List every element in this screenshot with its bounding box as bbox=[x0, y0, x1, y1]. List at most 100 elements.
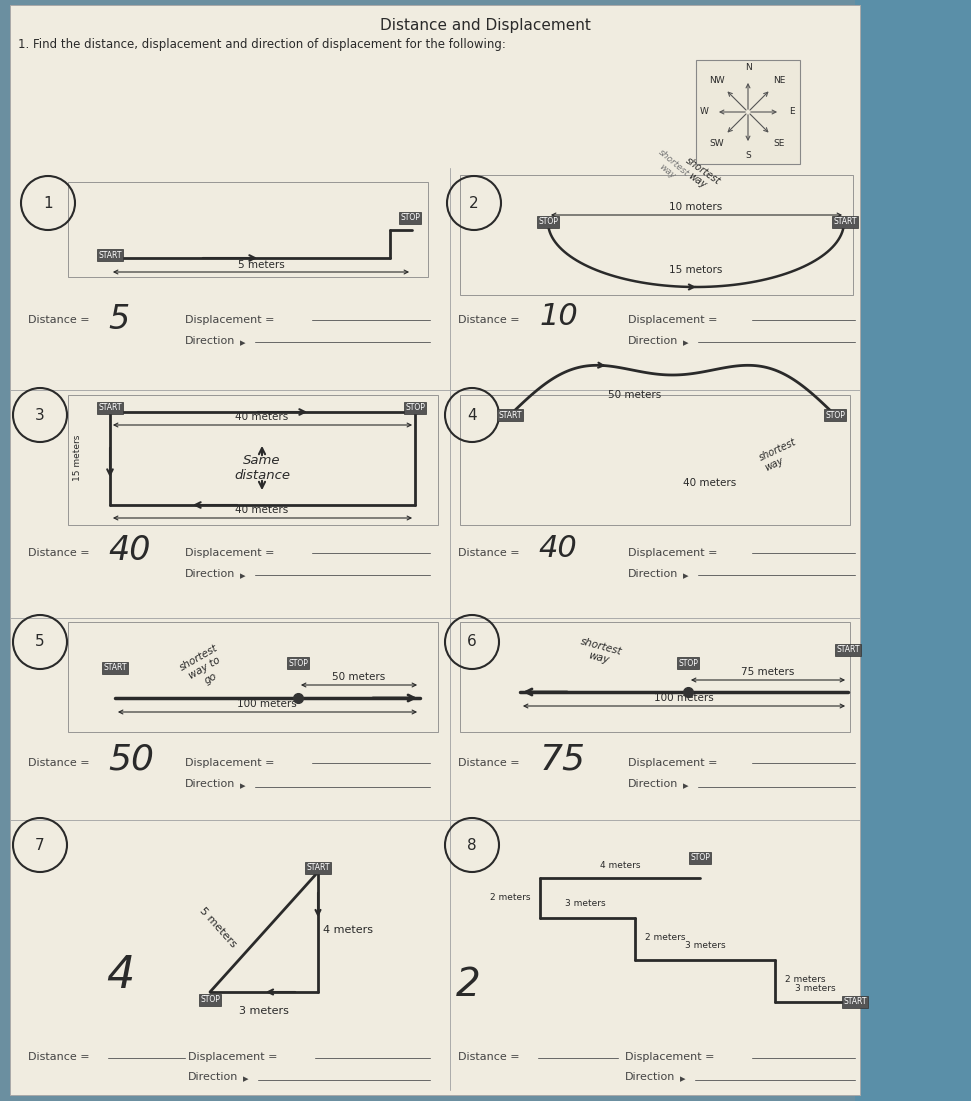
Text: Displacement =: Displacement = bbox=[628, 548, 718, 558]
Text: SE: SE bbox=[774, 139, 785, 148]
Text: Distance and Displacement: Distance and Displacement bbox=[380, 18, 590, 33]
Text: NE: NE bbox=[773, 76, 786, 86]
Text: 75: 75 bbox=[540, 742, 586, 776]
Text: Displacement =: Displacement = bbox=[185, 315, 275, 325]
Text: 3 meters: 3 meters bbox=[565, 900, 605, 908]
Text: shortest
way: shortest way bbox=[678, 155, 722, 196]
Text: Direction: Direction bbox=[628, 780, 679, 789]
Text: 4: 4 bbox=[106, 953, 134, 996]
Text: 50 meters: 50 meters bbox=[332, 672, 385, 682]
Text: 1: 1 bbox=[43, 196, 52, 210]
Text: 3: 3 bbox=[35, 407, 45, 423]
Text: Direction: Direction bbox=[185, 336, 235, 346]
Text: shortest
way: shortest way bbox=[577, 636, 623, 668]
Text: Displacement =: Displacement = bbox=[628, 757, 718, 768]
Text: shortest
way to
go: shortest way to go bbox=[179, 643, 232, 693]
Text: 7: 7 bbox=[35, 838, 45, 852]
Text: START: START bbox=[98, 403, 121, 413]
Text: 50 meters: 50 meters bbox=[609, 390, 661, 400]
Text: Displacement =: Displacement = bbox=[185, 757, 275, 768]
Text: ▸: ▸ bbox=[240, 571, 246, 581]
Text: 2 meters: 2 meters bbox=[489, 893, 530, 902]
Text: 5: 5 bbox=[35, 634, 45, 650]
Bar bbox=[68, 622, 438, 732]
Text: 5: 5 bbox=[108, 303, 129, 336]
Text: 8: 8 bbox=[467, 838, 477, 852]
Text: STOP: STOP bbox=[538, 218, 558, 227]
Text: Direction: Direction bbox=[625, 1072, 676, 1082]
Text: Displacement =: Displacement = bbox=[628, 315, 718, 325]
Text: Displacement =: Displacement = bbox=[625, 1051, 715, 1062]
Bar bbox=[855, 0, 971, 1101]
Bar bbox=[68, 182, 428, 277]
Text: Direction: Direction bbox=[628, 336, 679, 346]
Text: START: START bbox=[98, 251, 121, 260]
Text: 100 meters: 100 meters bbox=[654, 693, 714, 704]
Text: START: START bbox=[103, 664, 127, 673]
Text: 100 meters: 100 meters bbox=[237, 699, 297, 709]
Text: 2: 2 bbox=[469, 196, 479, 210]
Text: 3 meters: 3 meters bbox=[239, 1006, 289, 1016]
Text: Distance =: Distance = bbox=[458, 315, 519, 325]
Text: 15 meters: 15 meters bbox=[74, 435, 83, 481]
Text: START: START bbox=[843, 998, 867, 1006]
Text: Direction: Direction bbox=[185, 569, 235, 579]
Text: 40: 40 bbox=[538, 534, 577, 563]
Text: STOP: STOP bbox=[825, 411, 845, 419]
Text: Distance =: Distance = bbox=[28, 1051, 89, 1062]
Text: ▸: ▸ bbox=[683, 571, 688, 581]
Text: ▸: ▸ bbox=[240, 781, 246, 791]
Text: 10: 10 bbox=[540, 302, 579, 331]
Text: shortest
way: shortest way bbox=[650, 148, 690, 187]
Text: STOP: STOP bbox=[405, 403, 425, 413]
Text: 40 meters: 40 meters bbox=[235, 412, 288, 422]
Text: Distance =: Distance = bbox=[458, 548, 519, 558]
Text: STOP: STOP bbox=[400, 214, 419, 222]
Text: N: N bbox=[745, 64, 752, 73]
Text: 75 meters: 75 meters bbox=[741, 667, 794, 677]
Text: Same
distance: Same distance bbox=[234, 454, 290, 482]
Text: Direction: Direction bbox=[188, 1072, 238, 1082]
Text: 4 meters: 4 meters bbox=[323, 925, 373, 935]
Text: START: START bbox=[306, 863, 330, 872]
Text: NW: NW bbox=[709, 76, 724, 86]
Text: START: START bbox=[498, 411, 521, 419]
Text: 15 metors: 15 metors bbox=[669, 265, 722, 275]
Text: shortest
way: shortest way bbox=[758, 437, 803, 473]
Text: Distance =: Distance = bbox=[28, 757, 89, 768]
Text: 2 meters: 2 meters bbox=[785, 975, 825, 984]
Text: ▸: ▸ bbox=[683, 338, 688, 348]
Text: E: E bbox=[789, 108, 795, 117]
Text: 2 meters: 2 meters bbox=[645, 934, 686, 942]
Text: 3 meters: 3 meters bbox=[794, 984, 835, 993]
Text: STOP: STOP bbox=[200, 995, 220, 1004]
Text: 4 meters: 4 meters bbox=[600, 861, 640, 870]
Text: STOP: STOP bbox=[288, 658, 308, 667]
Text: 2: 2 bbox=[455, 966, 481, 1004]
Text: 40: 40 bbox=[108, 534, 151, 567]
Text: 1. Find the distance, displacement and direction of displacement for the followi: 1. Find the distance, displacement and d… bbox=[18, 39, 506, 51]
Text: S: S bbox=[745, 152, 751, 161]
Text: 50: 50 bbox=[108, 742, 154, 776]
Text: 40 meters: 40 meters bbox=[235, 505, 288, 515]
Text: Displacement =: Displacement = bbox=[185, 548, 275, 558]
Text: Direction: Direction bbox=[628, 569, 679, 579]
Text: Distance =: Distance = bbox=[28, 548, 89, 558]
Text: ▸: ▸ bbox=[680, 1073, 686, 1084]
Text: START: START bbox=[833, 218, 856, 227]
Bar bbox=[68, 395, 438, 525]
Text: 5 meters: 5 meters bbox=[238, 260, 285, 270]
Text: 6: 6 bbox=[467, 634, 477, 650]
Text: W: W bbox=[699, 108, 709, 117]
Text: Distance =: Distance = bbox=[458, 1051, 519, 1062]
Text: Displacement =: Displacement = bbox=[188, 1051, 278, 1062]
Text: 4: 4 bbox=[467, 407, 477, 423]
Text: START: START bbox=[836, 645, 859, 654]
Text: STOP: STOP bbox=[690, 853, 710, 862]
Bar bbox=[10, 6, 860, 1095]
Text: Distance =: Distance = bbox=[458, 757, 519, 768]
Text: ▸: ▸ bbox=[240, 338, 246, 348]
Text: 40 meters: 40 meters bbox=[684, 478, 737, 488]
Bar bbox=[460, 395, 850, 525]
Text: Direction: Direction bbox=[185, 780, 235, 789]
